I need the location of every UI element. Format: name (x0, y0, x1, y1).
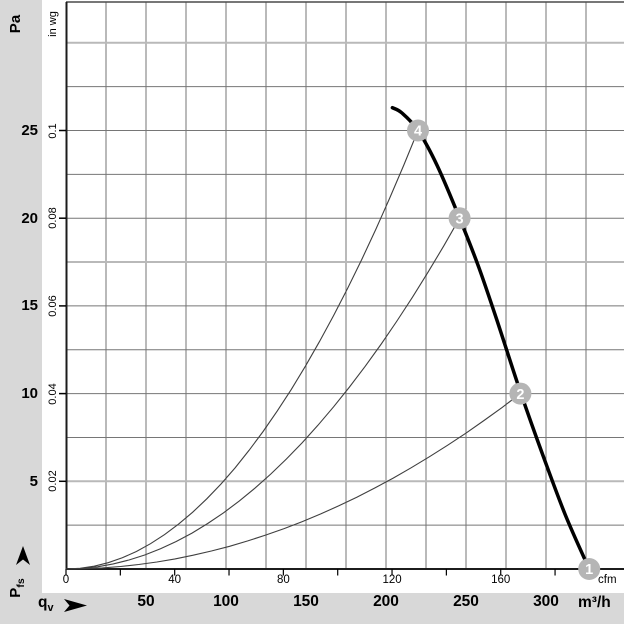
system-curve-4 (65, 130, 419, 570)
system-curve-2 (65, 393, 521, 570)
fan-curve (390, 105, 591, 571)
plot-area-background (42, 0, 624, 593)
operating-point-marker-3 (448, 207, 471, 230)
operating-point-number-3: 3 (456, 211, 464, 227)
operating-point-marker-2 (509, 382, 532, 405)
system-curve-3 (65, 217, 461, 570)
operating-point-number-4: 4 (414, 124, 422, 140)
operating-point-number-1: 1 (585, 562, 593, 578)
operating-point-marker-4 (407, 119, 429, 142)
operating-point-number-2: 2 (516, 387, 524, 403)
operating-point-marker-1 (578, 558, 601, 580)
